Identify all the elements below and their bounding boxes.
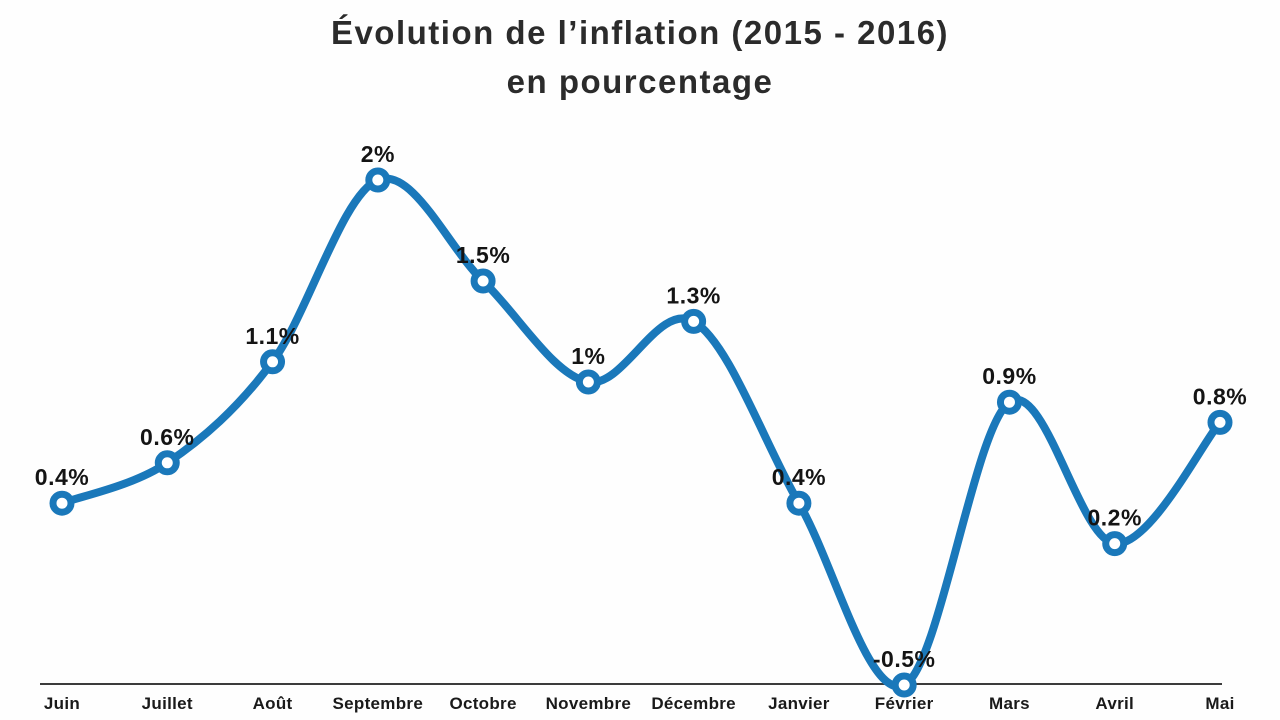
chart-title-line1: Évolution de l’inflation (2015 - 2016) (330, 14, 950, 51)
x-axis-label: Mars (989, 694, 1030, 713)
data-point-label: -0.5% (873, 646, 936, 672)
data-point-label: 2% (361, 141, 395, 167)
chart-title-line2: en pourcentage (506, 63, 774, 100)
x-axis-label: Septembre (333, 694, 424, 713)
x-axis-label: Juillet (142, 694, 193, 713)
data-point-marker (49, 490, 75, 516)
x-axis-label: Décembre (651, 694, 736, 713)
data-point-label: 0.4% (772, 464, 826, 490)
data-point-label: 0.6% (140, 424, 194, 450)
data-point-marker (1102, 531, 1128, 557)
data-point-marker (365, 167, 391, 193)
data-point-marker (575, 369, 601, 395)
data-point-marker (681, 308, 707, 334)
x-axis-label: Février (875, 694, 934, 713)
x-axis-label: Octobre (449, 694, 516, 713)
data-point-marker (154, 450, 180, 476)
x-axis-label: Janvier (768, 694, 830, 713)
data-point-label: 0.4% (35, 464, 89, 490)
inflation-curve (58, 174, 1224, 691)
data-point-label: 1.1% (245, 323, 299, 349)
x-axis-label: Novembre (546, 694, 632, 713)
data-point-marker (786, 490, 812, 516)
chart-title: Évolution de l’inflation (2015 - 2016) e… (0, 8, 1280, 106)
data-point-label: 1.3% (666, 282, 720, 308)
data-point-label: 0.2% (1088, 505, 1142, 531)
x-axis-label: Août (253, 694, 293, 713)
x-axis-label: Juin (44, 694, 80, 713)
data-point-marker (260, 349, 286, 375)
x-axis-label: Mai (1205, 694, 1234, 713)
x-axis-label: Avril (1095, 694, 1134, 713)
data-point-label: 1% (571, 343, 605, 369)
data-point-marker (996, 389, 1022, 415)
data-point-label: 0.8% (1193, 383, 1247, 409)
data-point-label: 0.9% (982, 363, 1036, 389)
data-point-marker (891, 672, 917, 698)
data-point-marker (470, 268, 496, 294)
data-point-marker (1207, 409, 1233, 435)
data-point-label: 1.5% (456, 242, 510, 268)
